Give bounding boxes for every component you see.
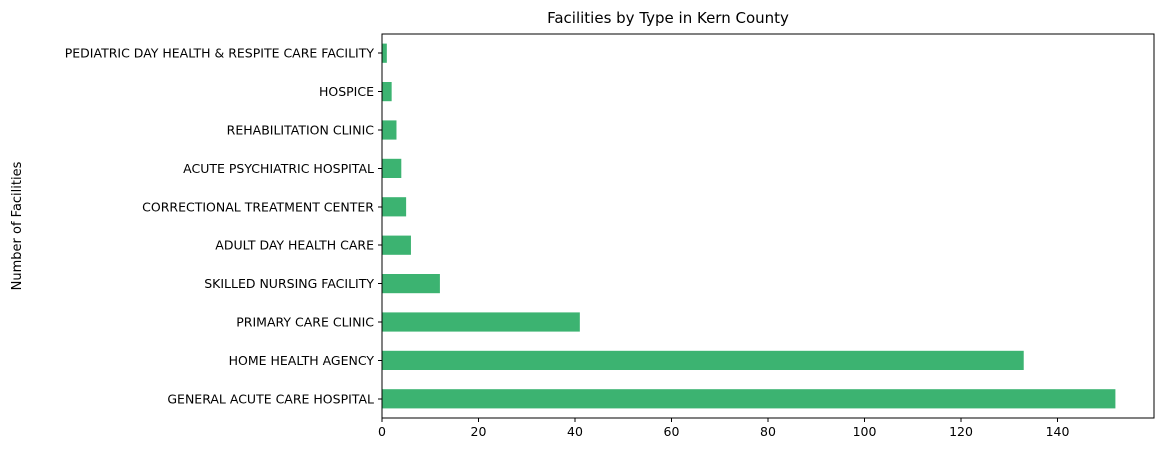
bar: [382, 82, 392, 102]
y-tick-label: REHABILITATION CLINIC: [227, 123, 375, 138]
x-tick-label: 20: [471, 424, 487, 439]
x-tick-label: 120: [949, 424, 973, 439]
bar: [382, 350, 1024, 370]
x-tick-label: 0: [378, 424, 386, 439]
bars-group: [382, 43, 1116, 409]
y-tick-label: GENERAL ACUTE CARE HOSPITAL: [167, 391, 374, 406]
y-axis-label: Number of Facilities: [10, 161, 25, 290]
bar: [382, 312, 580, 332]
plot-border: [381, 33, 1155, 419]
bar: [382, 235, 411, 255]
chart-title: Facilities by Type in Kern County: [547, 9, 789, 27]
x-tick-label: 40: [567, 424, 583, 439]
y-tick-label: ADULT DAY HEALTH CARE: [215, 238, 374, 253]
y-tick-label: SKILLED NURSING FACILITY: [204, 276, 374, 291]
bar: [382, 389, 1116, 409]
bar: [382, 120, 397, 140]
x-tick-label: 100: [853, 424, 877, 439]
y-tick-label: HOME HEALTH AGENCY: [229, 353, 375, 368]
y-ticks-group: GENERAL ACUTE CARE HOSPITAL HOME HEALTH A…: [65, 46, 382, 406]
x-tick-label: 60: [664, 424, 680, 439]
bar: [382, 274, 440, 294]
x-tick-label: 80: [760, 424, 776, 439]
bar: [382, 197, 407, 217]
bar: [382, 43, 387, 63]
y-tick-label: PRIMARY CARE CLINIC: [236, 315, 374, 330]
y-tick-label: CORRECTIONAL TREATMENT CENTER: [142, 199, 374, 214]
y-tick-label: PEDIATRIC DAY HEALTH & RESPITE CARE FACI…: [65, 46, 375, 61]
y-tick-label: ACUTE PSYCHIATRIC HOSPITAL: [183, 161, 374, 176]
x-tick-label: 140: [1046, 424, 1070, 439]
bar: [382, 158, 402, 178]
plot-frame: [381, 33, 1155, 419]
x-ticks-group: 0 20 40 60 80 100 120 140: [378, 418, 1069, 439]
y-tick-label: HOSPICE: [319, 84, 374, 99]
